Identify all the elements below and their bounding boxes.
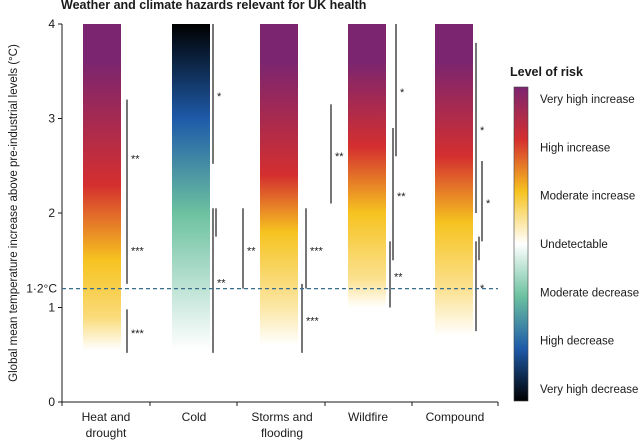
legend-label: Moderate increase xyxy=(540,191,635,203)
confidence-label: ** xyxy=(247,245,256,257)
legend: Level of risk Very high increase High inc… xyxy=(510,65,639,402)
legend-label: Very high increase xyxy=(540,94,635,106)
reference-line-label: 1·2°C xyxy=(26,282,57,296)
confidence-label: ** xyxy=(335,151,344,163)
risk-bar xyxy=(435,24,473,336)
x-tick-label: Heat and xyxy=(82,410,131,424)
x-tick-label: Wildfire xyxy=(348,410,388,424)
confidence-label: *** xyxy=(131,328,145,340)
y-tick-label: 4 xyxy=(48,17,55,31)
y-tick-label: 3 xyxy=(48,112,55,126)
legend-label: Moderate decrease xyxy=(540,287,639,299)
confidence-label: *** xyxy=(131,245,145,257)
confidence-label: ** xyxy=(131,153,140,165)
confidence-label: * xyxy=(486,198,491,210)
legend-label: Undetectable xyxy=(540,239,608,251)
chart-title: Weather and climate hazards relevant for… xyxy=(61,0,366,12)
risk-bar xyxy=(260,24,298,346)
confidence-label: *** xyxy=(306,315,320,327)
y-axis-label-text: Global mean temperature increase above p… xyxy=(8,44,20,382)
confidence-label: ** xyxy=(217,278,226,290)
legend-label: High decrease xyxy=(540,336,614,348)
y-tick-label: 2 xyxy=(48,206,55,220)
confidence-label: * xyxy=(400,87,405,99)
legend-title: Level of risk xyxy=(510,65,583,79)
confidence-label: * xyxy=(480,125,485,137)
x-tick-label: Compound xyxy=(426,410,485,424)
y-axis-label: Global mean temperature increase above p… xyxy=(8,44,20,382)
risk-bar xyxy=(348,24,386,308)
confidence-label: ** xyxy=(394,271,403,283)
y-tick-label: 0 xyxy=(48,395,55,409)
x-tick-label: drought xyxy=(86,426,127,440)
x-tick-label: Cold xyxy=(182,410,207,424)
x-tick-label: Storms and xyxy=(251,410,312,424)
x-tick-label: flooding xyxy=(261,426,303,440)
confidence-label: *** xyxy=(310,245,324,257)
risk-bar xyxy=(83,24,121,351)
legend-label: High increase xyxy=(540,142,610,154)
risk-bar xyxy=(172,24,210,351)
legend-label: Very high decrease xyxy=(540,384,638,396)
confidence-label: * xyxy=(480,283,485,295)
y-tick-label: 1 xyxy=(48,301,55,315)
confidence-label: ** xyxy=(397,191,406,203)
legend-colorbar xyxy=(513,86,529,402)
confidence-label: * xyxy=(217,91,222,103)
